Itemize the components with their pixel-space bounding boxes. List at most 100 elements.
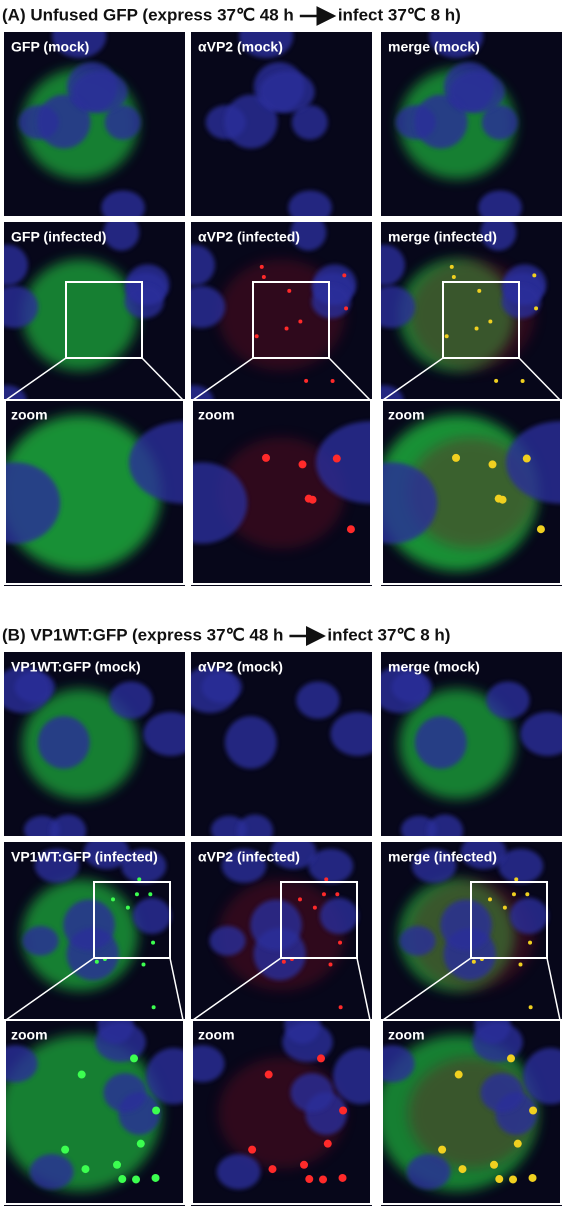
nucleus [480,222,517,251]
nucleus [426,814,464,836]
nucleus [191,285,226,329]
micrograph [191,652,372,836]
nucleus [191,666,238,714]
micrograph [191,400,372,586]
punctum [330,379,335,384]
zoom-line [356,957,371,1021]
punctum [81,1165,90,1174]
nucleus [191,1045,225,1083]
micrograph-content [4,222,185,408]
micrograph [191,1020,372,1206]
punctum [268,1165,277,1174]
punctum [342,273,347,278]
panel-label: merge (infected) [388,849,497,865]
zoom-box [442,281,520,359]
nucleus [414,716,467,769]
punctum [134,892,139,897]
punctum [518,962,523,967]
nucleus [124,284,164,319]
micrograph [4,400,185,586]
nucleus [411,848,457,883]
panel-label: merge (mock) [388,659,480,675]
zoom-line [141,357,184,401]
nucleus [216,1153,261,1190]
punctum [474,326,479,331]
nucleus [478,190,522,216]
punctum [338,1173,347,1182]
micrograph-content [4,32,185,216]
punctum [264,1070,273,1079]
zoom-box [252,281,330,359]
nucleus [132,897,172,935]
nucleus [209,926,246,956]
nucleus [22,926,59,956]
panel-label: αVP2 (mock) [198,39,283,55]
zoom-line [169,957,184,1021]
nucleus [288,190,332,216]
punctum [113,1160,122,1169]
zoom-box [93,881,171,959]
micrograph-content [191,652,372,836]
punctum [507,1054,516,1063]
micrograph-content [191,222,372,408]
micrograph [381,400,562,586]
nucleus [4,666,51,714]
micrograph [381,222,562,408]
punctum [61,1145,70,1154]
zoom-line [382,957,472,1021]
panel-label: αVP2 (infected) [198,849,300,865]
nucleus [4,285,39,329]
punctum [261,275,266,280]
nucleus [509,897,549,935]
micrograph-content [381,222,562,408]
micrograph [4,652,185,836]
punctum [151,1005,156,1010]
punctum [335,892,340,897]
punctum [488,319,493,324]
punctum [321,892,326,897]
punctum [338,1005,343,1010]
punctum [130,1054,139,1063]
zoom-line [328,357,371,401]
punctum [312,905,317,910]
panel-label: zoom [198,1027,235,1043]
panel-label: zoom [388,407,425,423]
punctum [297,897,302,902]
nucleus [4,244,29,286]
nucleus [486,681,530,719]
nucleus [440,899,492,951]
panel-label: VP1WT:GFP (mock) [11,659,141,675]
punctum [328,962,333,967]
punctum [304,378,309,383]
nucleus [472,1022,523,1062]
panel-label: zoom [11,407,48,423]
punctum [458,1165,467,1174]
punctum [513,1139,522,1148]
nucleus [49,814,87,836]
punctum [148,892,153,897]
zoom-line [5,357,67,401]
nucleus [315,421,372,504]
nucleus [72,71,128,113]
punctum [339,1106,348,1115]
nucleus [221,848,267,883]
zoom-line [5,957,95,1021]
punctum [494,378,499,383]
nucleus [501,284,541,319]
zoom-line [192,957,282,1021]
punctum [262,453,271,462]
punctum [132,1175,141,1184]
zoom-line [192,357,254,401]
panel-label: zoom [11,1027,48,1043]
punctum [284,326,289,331]
panel-label: merge (mock) [388,39,480,55]
punctum [438,1145,447,1154]
micrograph [191,222,372,408]
punctum [444,334,449,339]
nucleus [523,1047,562,1105]
nucleus [290,1073,334,1113]
nucleus [259,71,315,113]
punctum [487,897,492,902]
nucleus [429,32,484,59]
